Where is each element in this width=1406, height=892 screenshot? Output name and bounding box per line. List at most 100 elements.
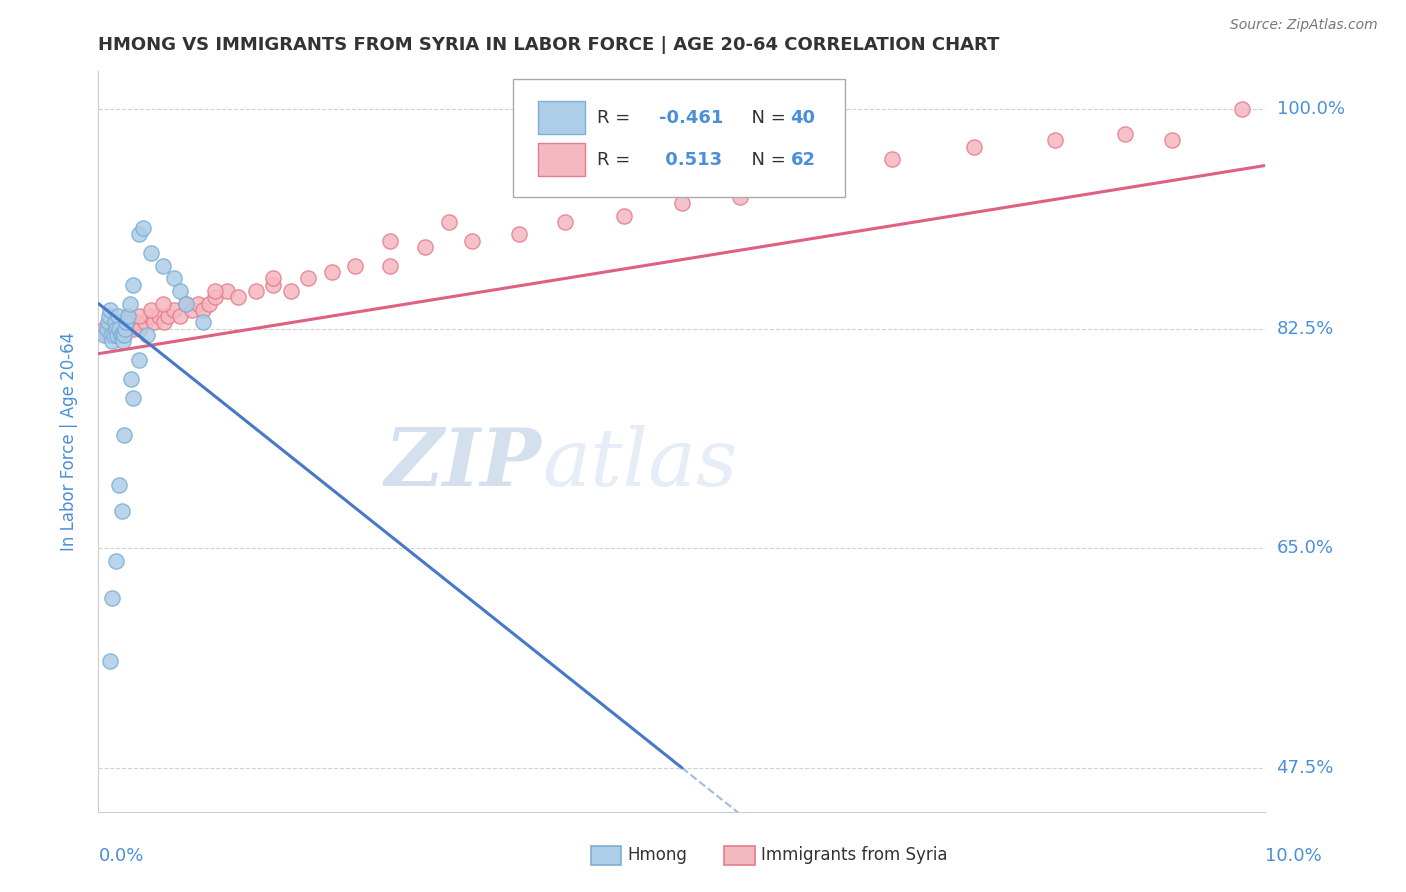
Point (152, 296, 174, 310)
Point (128, 227, 150, 242)
Point (134, 315, 156, 329)
Text: N =: N = (741, 152, 792, 169)
Point (880, 152, 903, 166)
Text: R =: R = (596, 109, 636, 127)
Point (108, 321, 131, 335)
Point (122, 277, 145, 292)
Point (613, 209, 636, 223)
Point (122, 391, 145, 405)
Point (1045, 133, 1067, 147)
Point (163, 271, 186, 285)
Text: 47.5%: 47.5% (1277, 759, 1334, 777)
Point (263, 271, 285, 285)
Point (508, 227, 530, 242)
Point (136, 327, 159, 342)
Point (101, 334, 124, 348)
Point (104, 554, 127, 568)
Point (120, 315, 142, 329)
Text: 65.0%: 65.0% (1277, 539, 1333, 558)
Point (169, 309, 191, 323)
Point (110, 327, 132, 342)
Point (101, 591, 124, 606)
Point (120, 372, 142, 386)
Point (204, 290, 226, 304)
Point (280, 284, 302, 298)
Point (193, 315, 215, 329)
Point (461, 234, 484, 248)
Point (93, 321, 115, 335)
Point (125, 315, 148, 329)
Point (169, 284, 191, 298)
Text: Immigrants from Syria: Immigrants from Syria (761, 847, 948, 864)
Point (128, 353, 150, 368)
Point (139, 302, 162, 317)
Point (204, 284, 226, 298)
Point (554, 215, 576, 229)
Point (174, 296, 197, 310)
Point (730, 190, 752, 204)
FancyBboxPatch shape (538, 101, 585, 135)
Text: 62: 62 (790, 152, 815, 169)
FancyBboxPatch shape (513, 78, 845, 197)
Point (112, 428, 135, 442)
Point (107, 309, 129, 323)
Point (148, 309, 170, 323)
Text: 40: 40 (790, 109, 815, 127)
Point (112, 327, 135, 342)
Text: 0.0%: 0.0% (98, 847, 143, 865)
Point (97, 309, 120, 323)
Point (104, 321, 127, 335)
Text: 100.0%: 100.0% (1277, 100, 1344, 118)
Point (139, 309, 162, 323)
Point (111, 321, 134, 335)
Point (152, 315, 174, 329)
Point (114, 321, 136, 335)
Point (187, 296, 209, 310)
Point (105, 327, 128, 342)
Point (117, 309, 139, 323)
Point (96, 321, 118, 335)
Y-axis label: In Labor Force | Age 20-64: In Labor Force | Age 20-64 (59, 332, 77, 551)
Point (111, 503, 134, 517)
Point (118, 296, 141, 310)
Point (962, 139, 984, 153)
Point (104, 315, 127, 329)
Point (215, 284, 238, 298)
Text: R =: R = (596, 152, 636, 169)
Point (174, 296, 197, 310)
Point (117, 309, 139, 323)
Text: 10.0%: 10.0% (1265, 847, 1322, 865)
Point (132, 221, 155, 235)
Text: Hmong: Hmong (627, 847, 688, 864)
Text: ZIP: ZIP (385, 425, 541, 502)
Point (122, 321, 145, 335)
Point (143, 315, 166, 329)
Point (101, 321, 124, 335)
Point (671, 196, 693, 211)
Point (1161, 133, 1184, 147)
Point (297, 271, 319, 285)
Text: atlas: atlas (541, 425, 737, 502)
Point (152, 259, 174, 273)
Point (98, 302, 121, 317)
Point (111, 334, 134, 348)
Point (139, 246, 162, 260)
Point (1230, 102, 1253, 116)
Point (413, 240, 436, 254)
Point (97, 321, 120, 335)
Point (98, 654, 121, 668)
Point (198, 296, 221, 310)
Text: 0.513: 0.513 (658, 152, 721, 169)
Point (263, 277, 285, 292)
Point (93, 327, 115, 342)
Point (228, 290, 250, 304)
Point (163, 302, 186, 317)
Point (111, 327, 134, 342)
Point (321, 265, 343, 279)
Point (1114, 127, 1136, 141)
Point (112, 327, 135, 342)
Point (344, 259, 367, 273)
Point (97, 315, 120, 329)
Point (245, 284, 267, 298)
Point (103, 327, 125, 342)
